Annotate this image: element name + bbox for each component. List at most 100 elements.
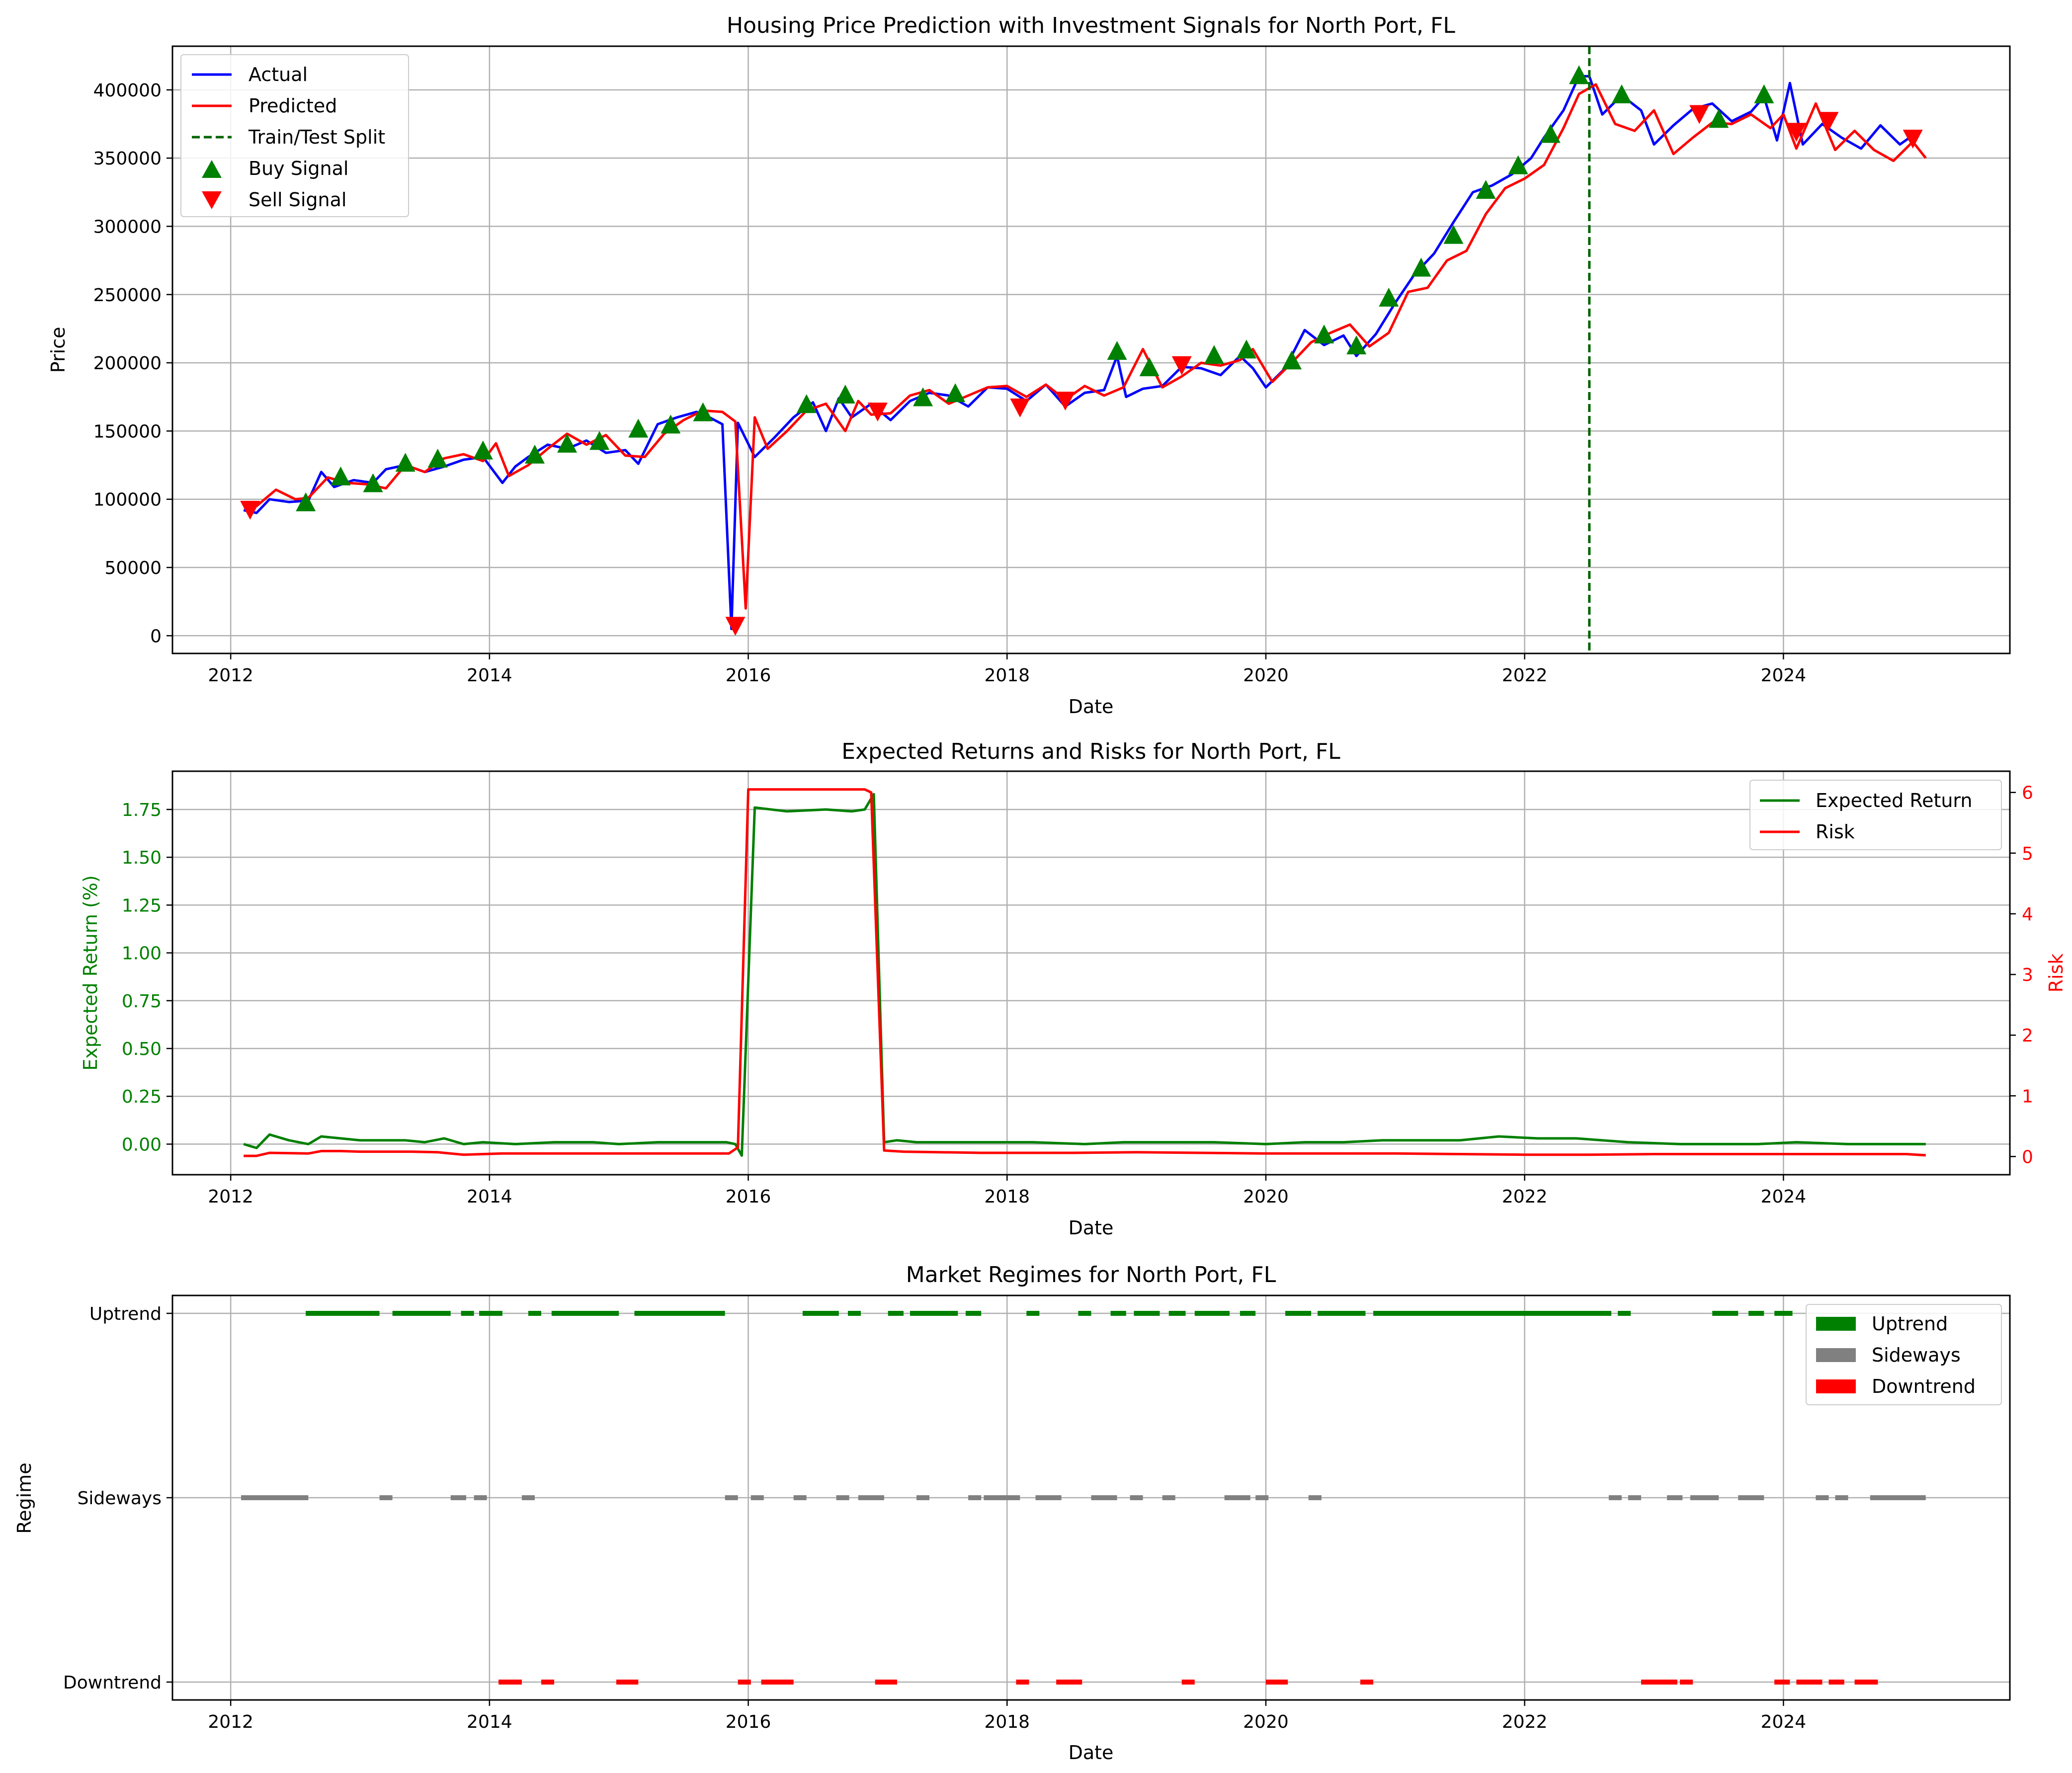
- buy-signal-marker: [1204, 345, 1224, 364]
- buy-signal-marker: [1314, 324, 1334, 344]
- buy-signal-marker: [945, 383, 966, 403]
- legend-downtrend: Downtrend: [1872, 1375, 1976, 1397]
- returns-x-axis-label: Date: [1069, 1217, 1114, 1239]
- x-tick-label: 2016: [726, 1187, 771, 1207]
- legend-buy: Buy Signal: [249, 158, 348, 179]
- sell-signal-marker: [1171, 356, 1192, 375]
- x-tick-label: 2022: [1502, 1712, 1548, 1732]
- legend-downtrend-swatch: [1816, 1379, 1856, 1393]
- actual-price-line: [243, 75, 1920, 631]
- sell-signal-marker: [1010, 398, 1030, 417]
- legend-uptrend-swatch: [1816, 1317, 1856, 1331]
- buy-signal-marker: [1346, 335, 1367, 355]
- buy-signal-marker: [693, 402, 713, 421]
- sell-signal-marker: [867, 403, 888, 422]
- x-tick-label: 2022: [1502, 1187, 1548, 1207]
- x-tick-label: 2020: [1243, 1187, 1289, 1207]
- y-tick-label: 1.00: [122, 944, 162, 964]
- buy-signal-marker: [363, 473, 383, 492]
- buy-signal-marker: [661, 414, 681, 434]
- buy-signal-marker: [473, 440, 493, 460]
- y-tick-label: 0.75: [122, 991, 162, 1012]
- legend-uptrend: Uptrend: [1872, 1313, 1948, 1335]
- buy-signal-marker: [557, 433, 578, 453]
- x-tick-label: 2014: [467, 1712, 512, 1732]
- x-tick-label: 2018: [984, 665, 1030, 686]
- buy-signal-marker: [1540, 124, 1561, 143]
- sell-signal-marker: [1903, 129, 1923, 149]
- x-tick-label: 2022: [1502, 665, 1548, 686]
- x-tick-label: 2014: [467, 1187, 512, 1207]
- legend-expected-return: Expected Return: [1816, 790, 1972, 811]
- legend-split: Train/Test Split: [248, 126, 385, 148]
- y2-tick-label: 3: [2022, 965, 2033, 985]
- x-tick-label: 2024: [1761, 1187, 1807, 1207]
- returns-chart-title: Expected Returns and Risks for North Por…: [841, 739, 1340, 764]
- y-tick-label: 50000: [104, 558, 162, 578]
- buy-signal-marker: [1754, 84, 1774, 103]
- y-tick-label: 1.75: [122, 800, 162, 820]
- x-tick-label: 2020: [1243, 665, 1289, 686]
- buy-signal-marker: [1508, 155, 1528, 174]
- price-plot-frame: [171, 45, 2011, 654]
- buy-signal-marker: [1611, 84, 1632, 103]
- y-tick-label: 250000: [93, 285, 162, 306]
- regime-panel: Market Regimes for North Port, FL 2012 20…: [13, 1262, 2011, 1764]
- x-tick-label: 2024: [1761, 665, 1807, 686]
- legend-risk: Risk: [1816, 821, 1855, 843]
- legend-sell: Sell Signal: [249, 189, 346, 211]
- returns-panel: Expected Returns and Risks for North Por…: [80, 739, 2067, 1239]
- sell-signal-marker: [240, 500, 260, 520]
- buy-signal-marker: [1282, 350, 1302, 370]
- y-tick-label: 1.50: [122, 848, 162, 868]
- sell-signal-marker: [725, 617, 746, 636]
- y-tick-label: 0: [150, 626, 162, 646]
- buy-signal-marker: [1569, 65, 1589, 84]
- buy-signal-marker: [1411, 257, 1431, 277]
- y2-tick-label: 4: [2022, 904, 2033, 925]
- regime-y-axis-label: Regime: [13, 1462, 35, 1533]
- sell-signal-marker: [1055, 392, 1076, 411]
- x-tick-label: 2016: [726, 1712, 771, 1732]
- price-x-axis-label: Date: [1069, 696, 1114, 718]
- risk-line: [244, 788, 1926, 1157]
- buy-signal-marker: [1236, 339, 1256, 359]
- buy-signal-marker: [395, 453, 415, 472]
- buy-signal-marker: [589, 431, 610, 450]
- buy-signal-marker: [796, 394, 817, 413]
- x-tick-label: 2020: [1243, 1712, 1289, 1732]
- returns-legend: Expected Return Risk: [1749, 780, 2002, 850]
- y2-tick-label: 6: [2022, 783, 2033, 804]
- price-legend: Actual Predicted Train/Test Split Buy Si…: [180, 54, 409, 217]
- legend-buy-marker: [202, 160, 222, 178]
- buy-signal-marker: [427, 449, 448, 468]
- x-tick-label: 2012: [208, 1712, 253, 1732]
- legend-sell-marker: [202, 191, 222, 209]
- regime-tick-label: Sideways: [78, 1488, 162, 1509]
- y-tick-label: 1.25: [122, 895, 162, 916]
- buy-signal-marker: [1379, 288, 1399, 307]
- buy-signal-marker: [1476, 180, 1496, 199]
- legend-predicted: Predicted: [249, 95, 337, 117]
- y-tick-label: 350000: [93, 149, 162, 169]
- buy-signal-marker: [913, 387, 933, 406]
- regime-x-axis-label: Date: [1069, 1742, 1114, 1764]
- legend-actual: Actual: [249, 64, 308, 85]
- legend-sideways-swatch: [1816, 1348, 1856, 1362]
- expected-return-line: [243, 793, 1926, 1157]
- risk-y-axis-label: Risk: [2045, 954, 2067, 993]
- y-tick-label: 0.50: [122, 1039, 162, 1059]
- x-tick-label: 2012: [208, 665, 253, 686]
- x-tick-label: 2018: [984, 1712, 1030, 1732]
- y-tick-label: 400000: [93, 81, 162, 101]
- y-tick-label: 0.00: [122, 1134, 162, 1155]
- y-tick-label: 100000: [93, 490, 162, 510]
- x-tick-label: 2016: [726, 665, 771, 686]
- sell-signal-marker: [1786, 123, 1807, 142]
- y-tick-label: 200000: [93, 353, 162, 374]
- price-chart-title: Housing Price Prediction with Investment…: [727, 13, 1455, 38]
- y2-tick-label: 0: [2022, 1147, 2033, 1167]
- x-tick-label: 2018: [984, 1187, 1030, 1207]
- buy-signal-marker: [331, 466, 351, 485]
